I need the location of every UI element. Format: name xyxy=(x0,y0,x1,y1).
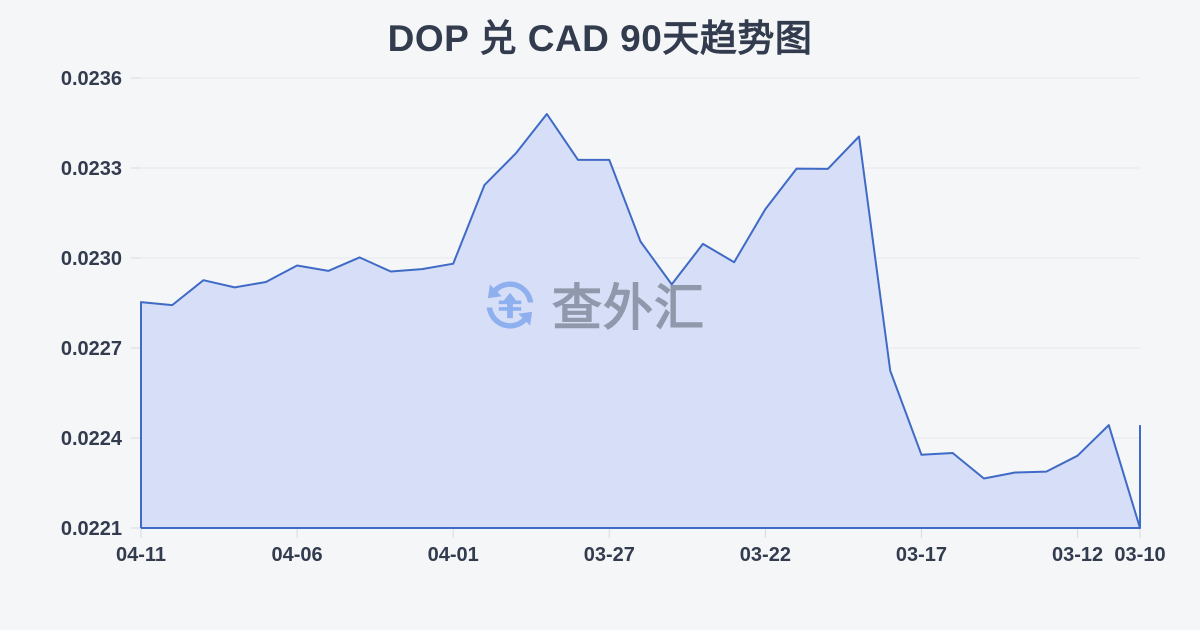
area-fill xyxy=(141,114,1140,528)
y-tick-label: 0.0233 xyxy=(61,158,122,180)
x-tick-label: 03-17 xyxy=(896,544,947,566)
x-tick-label: 04-11 xyxy=(116,544,166,566)
y-axis-labels: 0.0221 0.0224 0.0227 0.0230 0.0233 0.0236 xyxy=(61,68,123,540)
x-tick-label: 03-12 xyxy=(1052,544,1103,566)
x-tick-label: 03-22 xyxy=(740,544,791,566)
trend-line xyxy=(140,113,1141,529)
x-tick-label: 03-10 xyxy=(1114,544,1165,566)
x-tick-label: 03-27 xyxy=(584,544,635,566)
y-tick-label: 0.0224 xyxy=(61,428,123,450)
axis-tickmarks xyxy=(131,77,1141,538)
x-tick-label: 04-01 xyxy=(428,544,479,566)
y-tick-label: 0.0230 xyxy=(61,248,122,270)
chart-title: DOP 兑 CAD 90天趋势图 xyxy=(387,18,813,59)
y-tick-label: 0.0227 xyxy=(61,338,122,360)
y-tick-label: 0.0236 xyxy=(61,68,122,90)
x-tick-label: 04-06 xyxy=(272,544,323,566)
x-axis-labels: 04-11 04-06 04-01 03-27 03-22 03-17 03-12 03-10 xyxy=(116,544,1166,566)
y-tick-label: 0.0221 xyxy=(61,518,122,540)
